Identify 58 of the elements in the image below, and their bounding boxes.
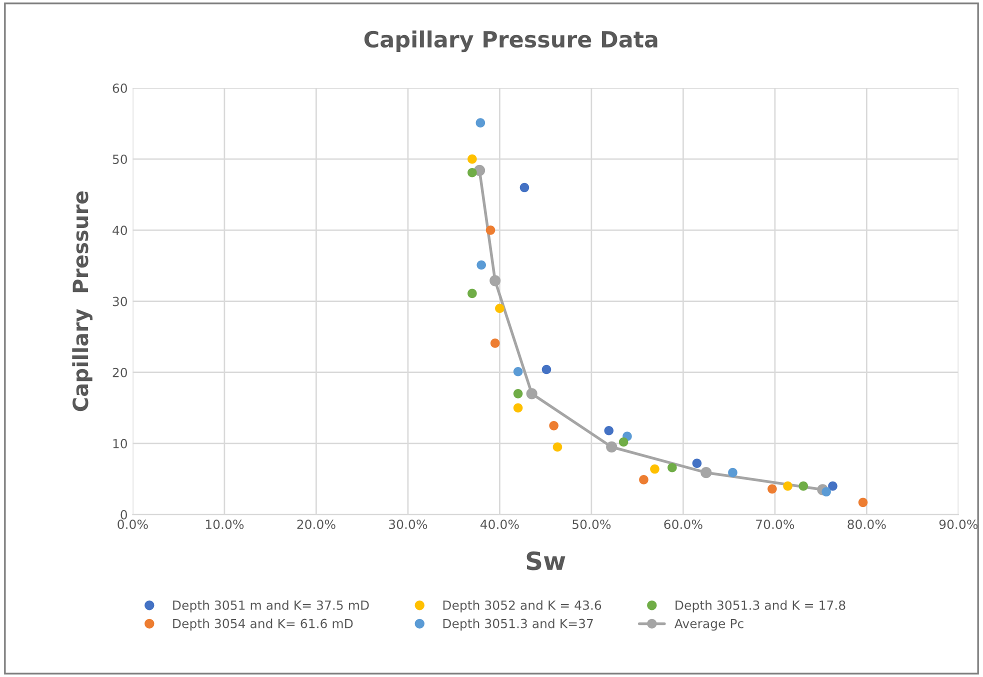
x-tick-label: 30.0% [389,520,428,530]
y-tick-label: 40 [112,226,128,236]
x-tick-label: 50.0% [572,520,611,530]
point [513,403,523,413]
point [639,475,648,484]
point [495,304,504,314]
y-tick-label: 0 [120,510,128,520]
legend-label: Depth 3051.3 and K=37 [443,618,593,631]
point [542,364,552,374]
point [520,182,530,192]
x-tick-label: 60.0% [664,520,702,530]
legend-label: Depth 3051.3 and K = 17.8 [676,600,846,612]
legend-label: Average Pc [674,618,744,631]
legend-label: Depth 3051 m and K= 37.5 mD [173,600,369,612]
x-axis-title: Sw [526,551,566,570]
point [858,498,868,508]
point [606,441,618,453]
x-tick-label: 90.0% [939,520,978,530]
point [822,487,831,496]
point [468,154,477,164]
point [768,484,777,494]
y-tick-label: 20 [112,368,128,378]
point [549,421,558,430]
point [692,458,702,468]
point [552,442,562,452]
point [468,288,477,298]
point [513,389,523,398]
point [486,226,496,235]
point [468,168,477,178]
x-tick-label: 40.0% [480,520,519,530]
legend-label: Depth 3054 and K= 61.6 mD [173,618,353,631]
x-tick-label: 80.0% [848,520,886,530]
point [526,388,538,400]
point [798,481,808,491]
y-tick-label: 10 [113,438,128,448]
x-tick-label: 70.0% [756,520,794,530]
point [604,426,614,436]
point [650,464,660,474]
point [476,118,486,128]
chart-title: Capillary Pressure Data [364,30,658,52]
point [490,275,501,286]
point [618,437,628,447]
y-tick-label: 50 [112,154,128,164]
point [700,467,712,478]
legend-label: Depth 3052 and K = 43.6 [443,600,602,612]
point [783,481,792,491]
y-axis-title: Capillary Pressure [72,191,92,412]
x-tick-label: 0.0% [118,520,148,530]
x-tick-label: 20.0% [297,520,336,530]
point [490,338,500,348]
x-tick-label: 10.0% [206,520,244,530]
point [728,468,738,478]
y-tick-label: 60 [112,83,128,93]
point [668,462,677,472]
y-tick-label: 30 [112,296,128,306]
point [476,260,486,270]
point [828,481,838,491]
point [513,366,523,376]
